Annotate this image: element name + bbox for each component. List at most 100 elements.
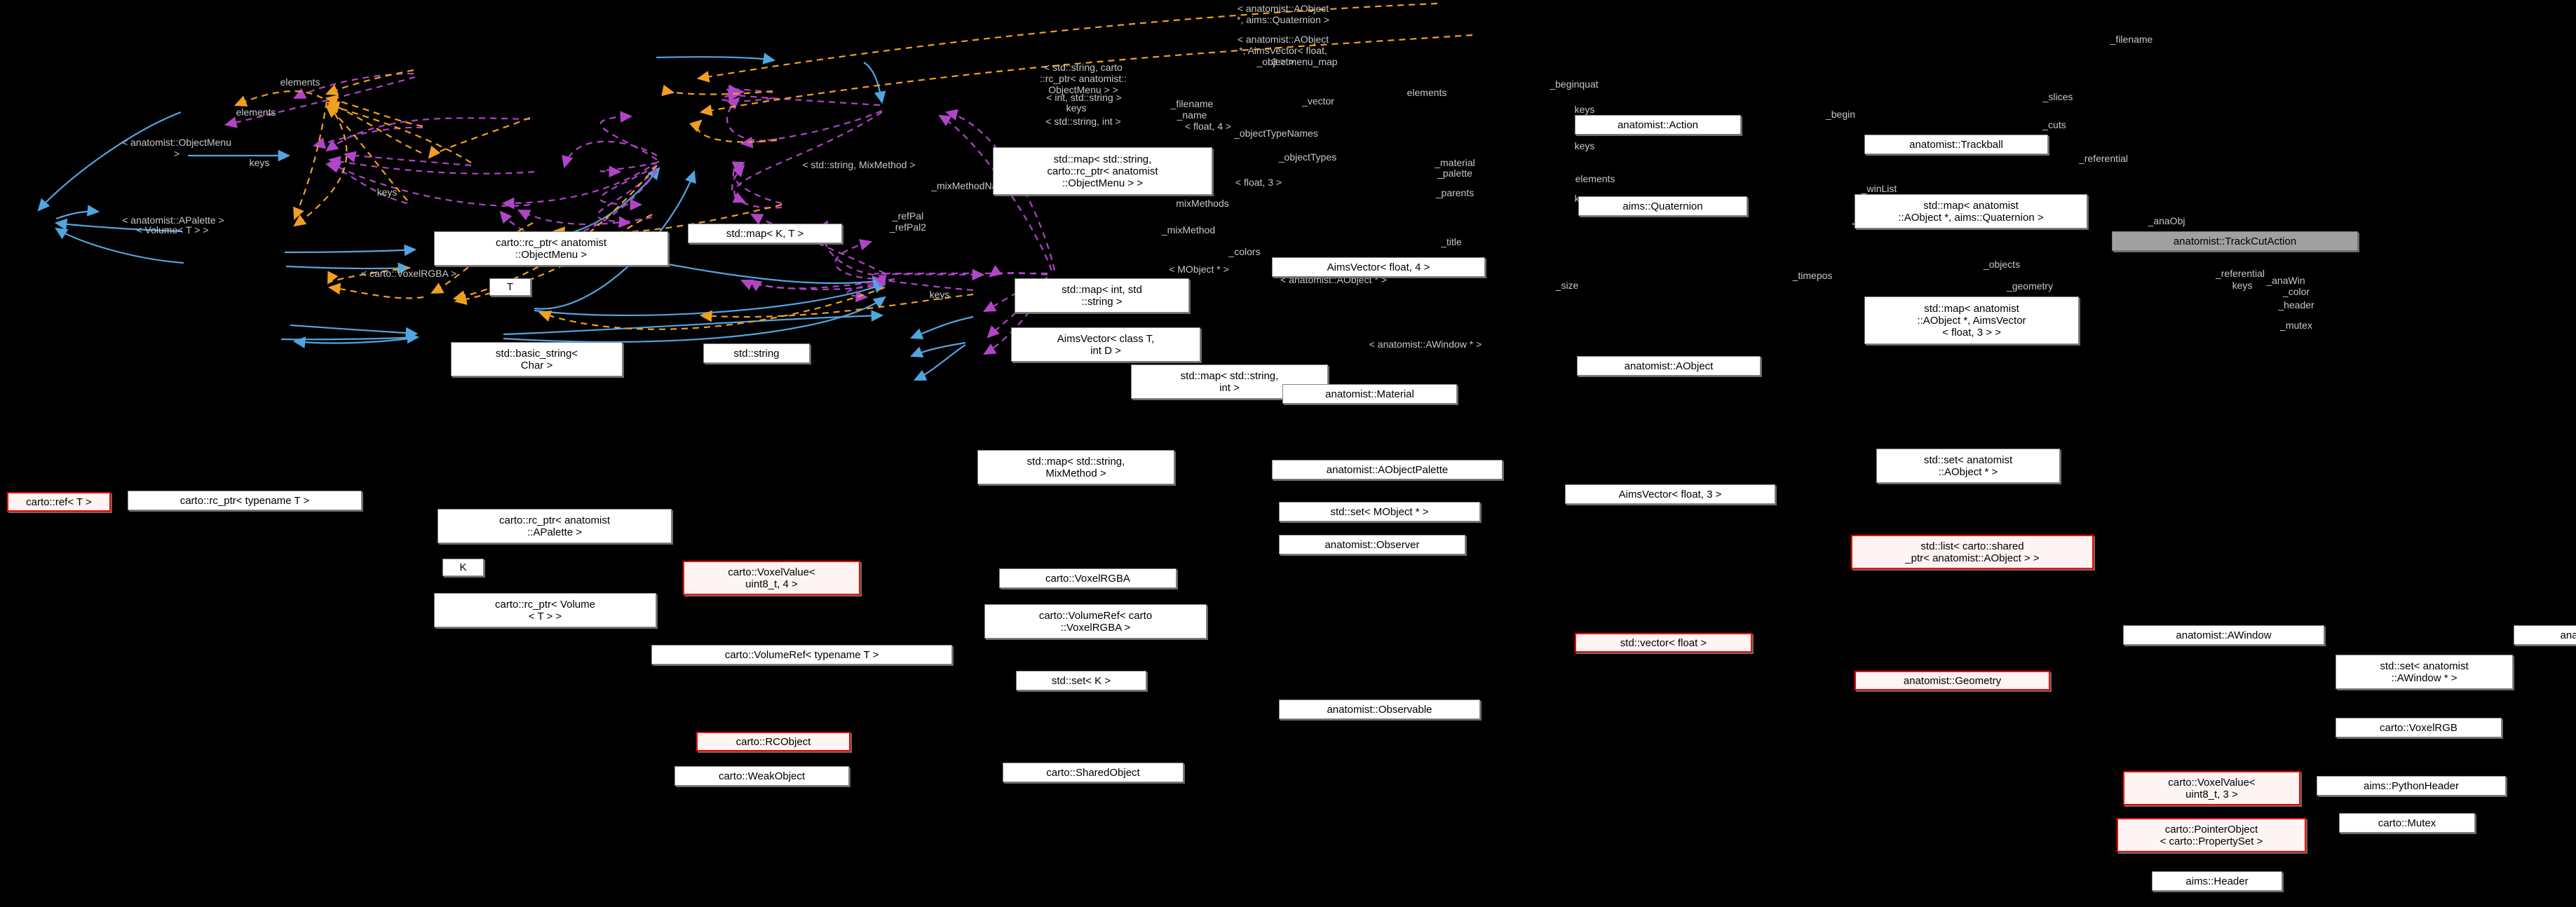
edge-label: _filename _name	[1170, 98, 1214, 121]
edge-label: _filename	[2110, 34, 2153, 45]
node-map-int-string[interactable]: std::map< int, std ::string >	[1015, 278, 1189, 313]
node-aims-header[interactable]: aims::Header	[2152, 871, 2282, 891]
edge-label: < MObject * >	[1169, 264, 1229, 275]
node-voxelvalue-u8-4[interactable]: carto::VoxelValue< uint8_t, 4 >	[683, 561, 860, 595]
node-volref-voxelrgba[interactable]: carto::VolumeRef< carto ::VoxelRGBA >	[984, 604, 1207, 639]
node-vector-float[interactable]: std::vector< float >	[1575, 633, 1752, 653]
node-geometry[interactable]: anatomist::Geometry	[1855, 671, 2050, 690]
edge-label: _objectTypeNames	[1234, 128, 1318, 139]
node-action[interactable]: anatomist::Action	[1575, 115, 1741, 135]
edge-label: < float, 3 >	[1235, 177, 1282, 188]
node-map-string-rcptr-objmenu[interactable]: std::map< std::string, carto::rc_ptr< an…	[993, 147, 1212, 195]
node-set-aobject[interactable]: std::set< anatomist ::AObject * >	[1876, 449, 2060, 483]
node-aobjectpalette[interactable]: anatomist::AObjectPalette	[1272, 460, 1503, 479]
edge-label: _geometry	[2006, 280, 2054, 292]
edge-label: _vector	[1302, 95, 1334, 107]
node-quaternion[interactable]: aims::Quaternion	[1578, 196, 1747, 216]
node-observable[interactable]: anatomist::Observable	[1279, 700, 1480, 719]
edge-label: keys	[929, 289, 950, 300]
node-voxelvalue-u8-3[interactable]: carto::VoxelValue< uint8_t, 3 >	[2123, 771, 2300, 805]
edge-label: _anaWin	[2266, 275, 2305, 286]
node-awindow[interactable]: anatomist::AWindow	[2123, 625, 2324, 645]
node-set-K[interactable]: std::set< K >	[1016, 671, 1146, 690]
node-rcptr-T[interactable]: carto::rc_ptr< typename T >	[128, 491, 362, 510]
edge-label: _objectmenu_map	[1256, 56, 1338, 67]
edge-label: keys	[377, 186, 398, 198]
edge-label: keys	[1066, 102, 1087, 114]
node-weakobject[interactable]: carto::WeakObject	[674, 766, 849, 786]
edge-label: _color	[2282, 286, 2310, 297]
node-T[interactable]: T	[489, 278, 531, 296]
edge-label: elements	[1575, 173, 1615, 184]
edge-label: _objects	[1983, 259, 2021, 270]
node-referential[interactable]: anatomist::Referential	[2514, 625, 2576, 645]
edge-label: _material	[1435, 157, 1475, 168]
node-rcptr-volume[interactable]: carto::rc_ptr< Volume < T > >	[434, 593, 656, 627]
edge-label: < std::string, int >	[1045, 116, 1121, 127]
edge-label: _colors	[1228, 246, 1261, 257]
edge-label: < anatomist::ObjectMenu >	[121, 137, 232, 159]
node-basic-string[interactable]: std::basic_string< Char >	[451, 342, 623, 376]
edge-label: _begin	[1825, 109, 1856, 120]
edge-label: keys	[1574, 140, 1595, 151]
edge-label: elements	[1406, 87, 1447, 98]
edge-label: _referential	[2078, 153, 2129, 164]
node-set-awindow[interactable]: std::set< anatomist ::AWindow * >	[2336, 655, 2513, 689]
edge-label: < Volume< T > >	[136, 224, 209, 236]
node-aimsvector-f4[interactable]: AimsVector< float, 4 >	[1272, 257, 1485, 277]
edge-label: _mixMethod	[1161, 224, 1216, 236]
node-sharedobject[interactable]: carto::SharedObject	[1003, 763, 1184, 782]
node-pointerobject[interactable]: carto::PointerObject < carto::PropertySe…	[2117, 818, 2306, 852]
edge-label: _mutex	[2280, 320, 2312, 331]
node-rcobject[interactable]: carto::RCObject	[696, 732, 850, 751]
node-aobject[interactable]: anatomist::AObject	[1577, 356, 1761, 376]
edge-label: _timepos	[1792, 270, 1833, 281]
node-rcptr-objmenu[interactable]: carto::rc_ptr< anatomist ::ObjectMenu >	[434, 231, 668, 266]
node-trackcutaction[interactable]: anatomist::TrackCutAction	[2112, 231, 2358, 251]
node-material[interactable]: anatomist::Material	[1282, 384, 1457, 404]
node-aimsvector-f3[interactable]: AimsVector< float, 3 >	[1565, 484, 1775, 504]
edge-label: _slices	[2042, 91, 2073, 102]
edge-label: < float, 4 >	[1184, 121, 1232, 132]
edge-label: _cuts	[2042, 119, 2066, 130]
node-list-shared-aobj[interactable]: std::list< carto::shared _ptr< anatomist…	[1851, 535, 2094, 569]
node-volref-typename[interactable]: carto::VolumeRef< typename T >	[651, 645, 952, 664]
edge-label: < std::string, MixMethod >	[802, 159, 916, 170]
node-map-KT[interactable]: std::map< K, T >	[688, 224, 842, 243]
edge-label: keys	[249, 157, 270, 168]
node-map-aobj-aimsv3[interactable]: std::map< anatomist ::AObject *, AimsVec…	[1864, 296, 2079, 344]
node-voxelrgba[interactable]: carto::VoxelRGBA	[999, 568, 1177, 588]
node-mutex[interactable]: carto::Mutex	[2339, 813, 2475, 833]
edge-label: _referential	[2215, 268, 2265, 279]
node-string[interactable]: std::string	[703, 343, 810, 363]
edge-label: < int, std::string >	[1046, 92, 1122, 103]
node-map-aobj-quat[interactable]: std::map< anatomist ::AObject *, aims::Q…	[1855, 194, 2087, 229]
edge-label: _objectTypes	[1278, 151, 1337, 163]
node-map-string-mix[interactable]: std::map< std::string, MixMethod >	[977, 450, 1174, 484]
edge-label: _beginquat	[1550, 79, 1599, 90]
edge-label: < anatomist::AObject *, AimsVector< floa…	[1237, 34, 1329, 67]
edge-label: < anatomist::APalette >	[122, 214, 224, 226]
edge-label: _title	[1441, 236, 1462, 247]
edge-label: < anatomist::AWindow * >	[1369, 339, 1482, 350]
node-aimsvector-T-D[interactable]: AimsVector< class T, int D >	[1011, 327, 1200, 362]
edge-label: < carto::VoxelRGBA >	[360, 268, 457, 279]
node-rcptr-apalette[interactable]: carto::rc_ptr< anatomist ::APalette >	[438, 509, 672, 543]
edge-label: elements	[280, 76, 320, 88]
edge-label: _size	[1555, 280, 1579, 291]
node-K[interactable]: K	[442, 559, 484, 576]
edge-label: elements	[236, 107, 276, 118]
edge-label: _refPal _refPal2	[889, 210, 927, 233]
node-set-mobject[interactable]: std::set< MObject * >	[1279, 502, 1480, 521]
edge-label: keys	[1574, 104, 1595, 115]
edge-label: mixMethods	[1176, 198, 1229, 209]
node-pythonheader[interactable]: aims::PythonHeader	[2317, 776, 2506, 796]
node-trackball[interactable]: anatomist::Trackball	[1864, 135, 2048, 154]
node-voxelrgb[interactable]: carto::VoxelRGB	[2336, 718, 2502, 737]
node-ref-T[interactable]: carto::ref< T >	[7, 492, 111, 512]
edge-label: _header	[2278, 299, 2314, 311]
edge-label: < std::string, carto ::rc_ptr< anatomist…	[1039, 62, 1127, 95]
edge-label: _anaObj	[2148, 215, 2185, 226]
node-observer[interactable]: anatomist::Observer	[1279, 535, 1465, 554]
